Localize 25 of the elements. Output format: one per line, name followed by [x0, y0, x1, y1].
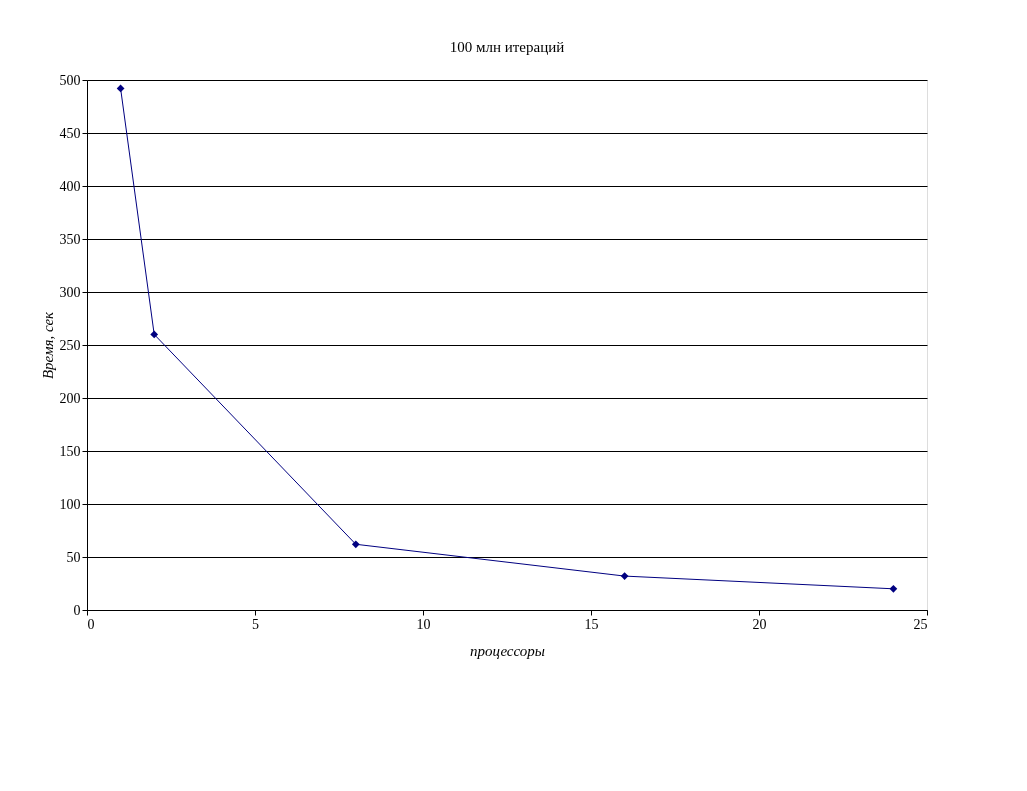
x-tick-label: 5: [252, 616, 259, 632]
x-tick-label: 10: [416, 616, 431, 632]
y-tick-label: 150: [59, 443, 81, 459]
y-tick-label: 200: [59, 390, 81, 406]
y-tick-label: 450: [59, 125, 81, 141]
y-axis-title: Время, сек: [39, 310, 56, 380]
chart-title: 100 млн итераций: [449, 39, 565, 55]
y-tick-label: 300: [59, 284, 81, 300]
y-tick-label: 400: [59, 178, 81, 194]
point: [620, 572, 629, 580]
x-axis-title: процессоры: [470, 642, 545, 659]
y-tick-label: 250: [59, 337, 81, 353]
x-tick-label: 15: [584, 616, 599, 632]
x-tick-label: 25: [913, 616, 928, 632]
y-tick-label: 350: [59, 231, 81, 247]
y-tick-label: 50: [66, 549, 81, 565]
y-tick-label: 100: [59, 496, 81, 512]
point: [889, 584, 898, 593]
y-tick-label: 500: [59, 72, 81, 88]
y-tick-label: 0: [73, 602, 81, 618]
point: [150, 330, 159, 339]
point: [116, 84, 125, 93]
x-tick-label: 0: [87, 616, 95, 632]
x-tick-label: 20: [752, 616, 767, 632]
point: [351, 540, 360, 549]
